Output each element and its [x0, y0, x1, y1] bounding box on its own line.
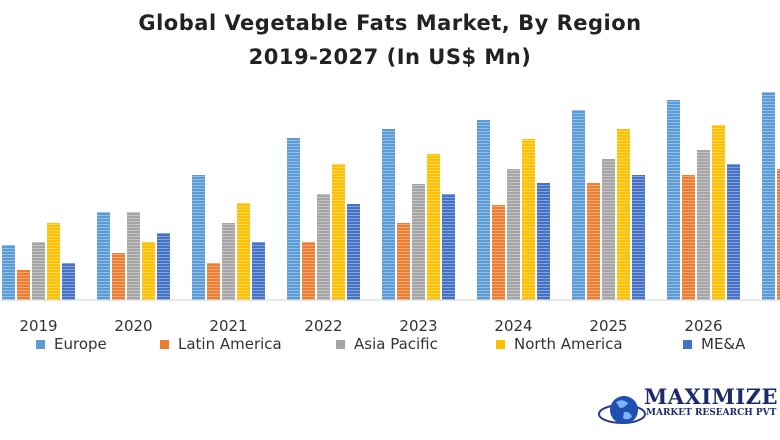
bar-texture-north-america-2025	[617, 129, 630, 300]
legend-label-me-a: ME&A	[701, 335, 746, 353]
bar-texture-europe-2027	[762, 92, 775, 300]
legend-label-asia-pacific: Asia Pacific	[354, 335, 438, 353]
x-tick-label-2023: 2023	[399, 317, 437, 335]
bar-texture-latin-america-2027	[777, 169, 780, 300]
bar-texture-europe-2021	[192, 175, 205, 300]
bar-texture-latin-america-2021	[207, 263, 220, 300]
bar-texture-north-america-2022	[332, 164, 345, 300]
bar-texture-asia-pacific-2026	[697, 150, 710, 300]
bar-texture-asia-pacific-2022	[317, 194, 330, 300]
bar-texture-latin-america-2022	[302, 242, 315, 300]
bar-texture-north-america-2026	[712, 125, 725, 300]
x-tick-label-2019: 2019	[19, 317, 57, 335]
legend-swatch-me-a	[683, 339, 692, 349]
bar-texture-me-a-2023	[442, 194, 455, 300]
logo-word: MAXIMIZE	[644, 384, 779, 409]
bar-texture-me-a-2020	[157, 233, 170, 300]
bar-texture-latin-america-2023	[397, 223, 410, 300]
bar-texture-me-a-2022	[347, 204, 360, 300]
bar-texture-me-a-2024	[537, 183, 550, 300]
bar-texture-latin-america-2019	[17, 270, 30, 300]
bar-texture-me-a-2025	[632, 175, 645, 300]
legend-item-me-a: ME&A	[683, 333, 745, 355]
bar-texture-north-america-2019	[47, 223, 60, 300]
legend-label-latin-america: Latin America	[178, 335, 282, 353]
bar-texture-europe-2025	[572, 110, 585, 300]
bar-texture-me-a-2026	[727, 164, 740, 300]
x-tick-label-2026: 2026	[684, 317, 722, 335]
chart-title-line-1: Global Vegetable Fats Market, By Region	[138, 11, 642, 35]
x-tick-label-2021: 2021	[209, 317, 247, 335]
bar-texture-me-a-2021	[252, 242, 265, 300]
legend-swatch-latin-america	[160, 339, 169, 349]
bar-texture-north-america-2023	[427, 154, 440, 300]
maximize-logo: MAXIMIZE MARKET RESEARCH PVT	[598, 382, 780, 440]
bar-texture-latin-america-2024	[492, 205, 505, 300]
bar-texture-europe-2026	[667, 100, 680, 300]
x-tick-label-2025: 2025	[589, 317, 627, 335]
bar-texture-me-a-2019	[62, 263, 75, 300]
bar-texture-asia-pacific-2025	[602, 159, 615, 300]
bar-texture-latin-america-2026	[682, 175, 695, 300]
legend-item-north-america: North America	[496, 333, 623, 355]
globe-icon	[598, 396, 646, 424]
bar-texture-asia-pacific-2023	[412, 184, 425, 300]
logo-subtitle: MARKET RESEARCH PVT	[646, 408, 777, 418]
bar-texture-europe-2020	[97, 212, 110, 300]
legend-label-europe: Europe	[54, 335, 107, 353]
bar-texture-asia-pacific-2019	[32, 242, 45, 300]
bar-texture-north-america-2024	[522, 139, 535, 300]
legend-swatch-north-america	[496, 339, 505, 349]
bar-texture-europe-2023	[382, 129, 395, 300]
x-tick-label-2020: 2020	[114, 317, 152, 335]
legend-item-asia-pacific: Asia Pacific	[336, 333, 438, 355]
x-tick-label-2024: 2024	[494, 317, 532, 335]
bar-texture-asia-pacific-2021	[222, 223, 235, 300]
chart-title-line-2: 2019-2027 (In US$ Mn)	[248, 45, 532, 69]
chart-title: Global Vegetable Fats Market, By Region …	[0, 6, 780, 74]
chart-legend: Europe Latin America Asia Pacific North Ame…	[0, 333, 780, 355]
legend-label-north-america: North America	[514, 335, 623, 353]
legend-item-latin-america: Latin America	[160, 333, 282, 355]
bar-texture-europe-2022	[287, 138, 300, 300]
bar-texture-asia-pacific-2024	[507, 169, 520, 300]
bar-texture-latin-america-2020	[112, 253, 125, 300]
bar-texture-europe-2024	[477, 120, 490, 300]
bar-texture-latin-america-2025	[587, 183, 600, 300]
x-tick-label-2022: 2022	[304, 317, 342, 335]
legend-swatch-asia-pacific	[336, 339, 345, 349]
bar-texture-north-america-2021	[237, 203, 250, 300]
bar-texture-asia-pacific-2020	[127, 212, 140, 300]
bar-texture-north-america-2020	[142, 242, 155, 300]
bar-texture-europe-2019	[2, 245, 15, 300]
legend-swatch-europe	[36, 339, 45, 349]
legend-item-europe: Europe	[36, 333, 107, 355]
